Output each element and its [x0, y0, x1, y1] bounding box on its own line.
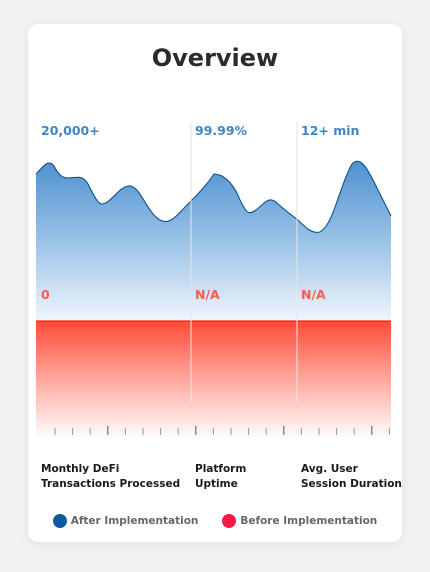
after-value-2: 99.99%	[195, 123, 248, 138]
after-value-1: 20,000+	[41, 123, 100, 138]
category-label-3-line-1: Avg. User	[301, 463, 359, 475]
legend: After Implementation Before Implementati…	[28, 514, 402, 528]
legend-label-before: Before Implementation	[240, 515, 378, 527]
after-implementation-area	[36, 161, 391, 320]
legend-item-before: Before Implementation	[222, 514, 377, 528]
category-label-1-line-1: Monthly DeFi	[41, 463, 119, 475]
category-label-1-line-2: Transactions Processed	[41, 478, 180, 490]
category-label-2-line-2: Uptime	[195, 478, 238, 490]
before-value-1: 0	[41, 287, 50, 302]
legend-label-after: After Implementation	[70, 515, 199, 527]
chart-card: Overview 20,000+ 99.99% 12+	[28, 24, 402, 542]
axis-ticks	[54, 426, 390, 435]
chart-svg: 20,000+ 99.99% 12+ min 0 N/A N/A Monthly…	[35, 122, 402, 490]
legend-swatch-before	[222, 514, 237, 528]
after-implementation-line	[35, 161, 392, 233]
category-label-3-line-2: Session Duration	[301, 478, 402, 490]
before-value-3: N/A	[301, 287, 326, 302]
legend-swatch-after	[52, 514, 67, 528]
category-label-2-line-1: Platform	[195, 463, 246, 475]
chart-title: Overview	[151, 44, 279, 72]
after-value-3: 12+ min	[301, 123, 359, 138]
before-implementation-area	[36, 321, 391, 439]
legend-item-after: After Implementation	[52, 514, 199, 528]
before-value-2: N/A	[195, 287, 220, 302]
